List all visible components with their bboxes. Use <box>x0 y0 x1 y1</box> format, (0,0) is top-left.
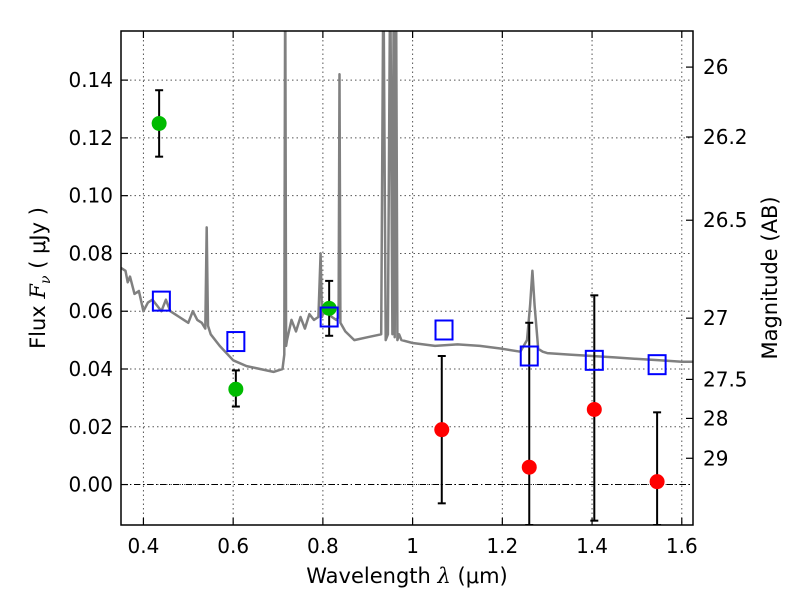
y2-axis-title: Magnitude (AB) <box>758 196 782 359</box>
blue-model-square <box>647 354 667 376</box>
data-points <box>151 89 667 525</box>
model-spectrum-line <box>121 31 693 374</box>
y-tick-label: 0.10 <box>68 184 113 208</box>
y-tick-label: 0.08 <box>68 241 113 265</box>
x-tick-label: 1 <box>406 534 419 558</box>
green-data-point <box>228 381 244 397</box>
blue-model-square <box>584 349 604 371</box>
green-data-point <box>151 115 167 131</box>
y-tick-label: 0.14 <box>68 68 113 92</box>
red-data-point <box>434 422 450 438</box>
y-tick-label: 0.12 <box>68 126 113 150</box>
red-data-point <box>649 474 665 490</box>
blue-model-square <box>319 306 339 328</box>
y2-tick-label: 28 <box>703 406 728 430</box>
blue-model-square <box>519 345 539 367</box>
y-tick-label: 0.04 <box>68 357 113 381</box>
plot-frame <box>120 30 694 526</box>
blue-model-square <box>226 331 246 353</box>
x-tick-label: 0.4 <box>128 534 160 558</box>
y2-tick-label: 27.5 <box>703 367 748 391</box>
blue-model-square <box>151 290 171 312</box>
axis-ticks: 0.4 0.6 0.8 1 1.2 1.4 1.6 0.00 0.02 0.04 0.06 0.08 0… <box>68 31 748 558</box>
x-tick-label: 1.2 <box>486 534 518 558</box>
blue-model-square <box>434 319 454 341</box>
x-tick-label: 0.8 <box>307 534 339 558</box>
x-tick-label: 0.6 <box>217 534 249 558</box>
y-axis-title: Flux Fν ( μJy ) <box>26 207 54 349</box>
y2-tick-label: 26 <box>703 55 728 79</box>
x-tick-label: 1.6 <box>666 534 698 558</box>
y-tick-label: 0.02 <box>68 415 113 439</box>
y2-tick-label: 29 <box>703 446 728 470</box>
y-tick-label: 0.06 <box>68 299 113 323</box>
y-tick-label: 0.00 <box>68 473 113 497</box>
y2-tick-label: 26.5 <box>703 208 748 232</box>
red-data-point <box>586 401 602 417</box>
x-axis-title: Wavelength λ (μm) <box>306 564 507 588</box>
y2-tick-label: 26.2 <box>703 125 748 149</box>
y2-tick-label: 27 <box>703 306 728 330</box>
red-data-point <box>521 459 537 475</box>
x-tick-label: 1.4 <box>576 534 608 558</box>
